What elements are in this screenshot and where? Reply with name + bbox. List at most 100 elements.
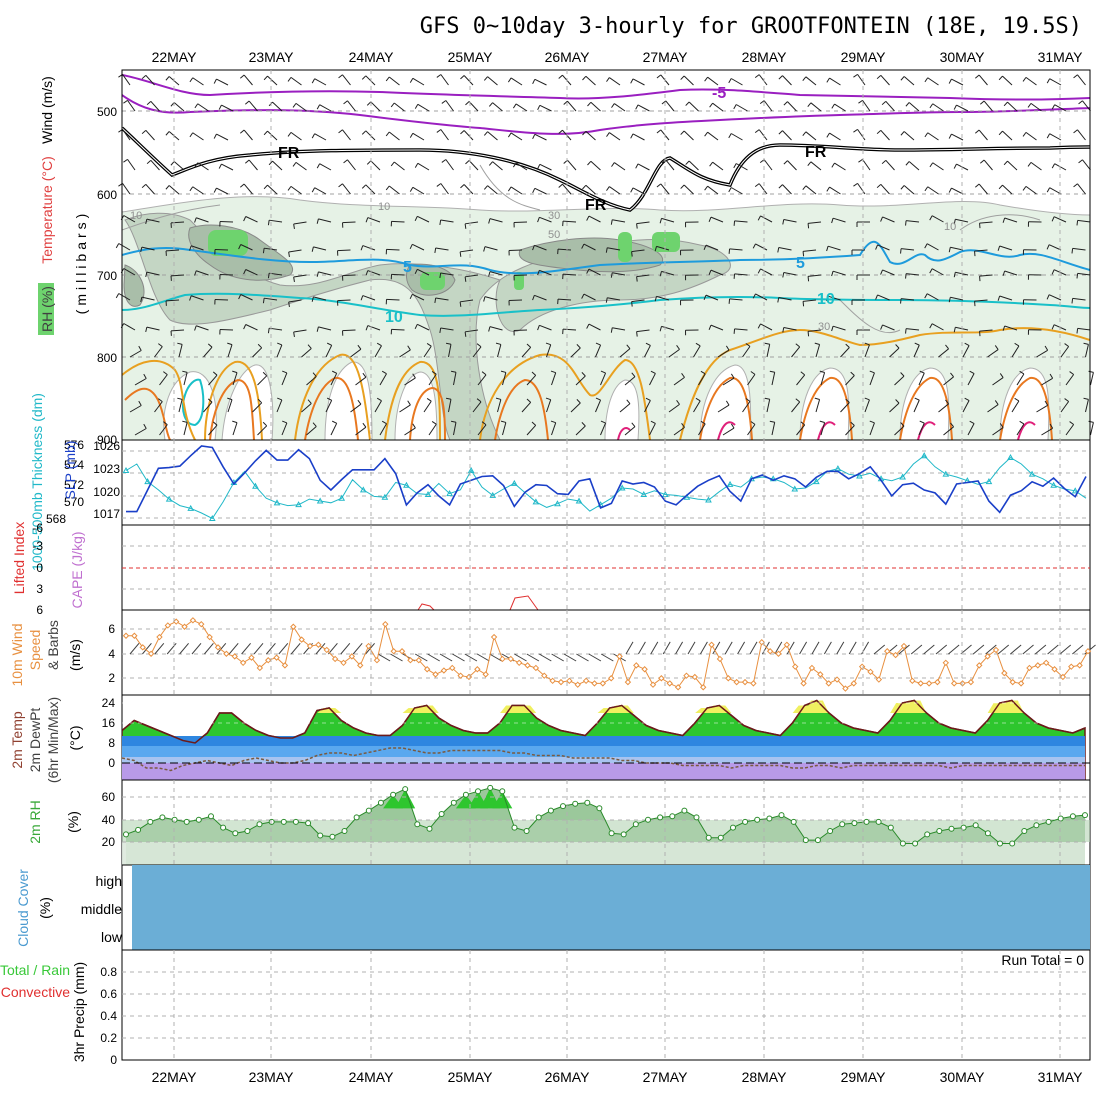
upper-wind-barb-flag xyxy=(636,223,638,229)
wind-speed-point xyxy=(415,657,422,664)
upper-wind-barb xyxy=(1077,74,1086,86)
upper-wind-barb xyxy=(123,215,136,223)
wind-speed-point xyxy=(390,648,397,655)
upper-wind-barb-flag xyxy=(645,342,651,346)
wind-speed-point xyxy=(357,662,364,669)
wind-barb xyxy=(1022,644,1034,655)
wind-speed-point xyxy=(398,648,406,655)
upper-wind-barb-flag xyxy=(586,268,590,274)
rh-point xyxy=(511,824,518,831)
upper-wind-barb xyxy=(803,249,817,252)
upper-wind-barb-flag xyxy=(138,345,142,351)
upper-wind-barb xyxy=(337,249,351,252)
upper-wind-barb xyxy=(983,159,993,171)
wind-speed-point xyxy=(541,672,548,679)
upper-wind-barb-flag xyxy=(464,276,467,282)
upper-wind-barb xyxy=(306,376,317,386)
upper-wind-barb-flag xyxy=(948,247,951,253)
upper-wind-barb-flag xyxy=(464,223,467,229)
upper-wind-barb xyxy=(272,160,283,171)
fr-label: FR xyxy=(585,197,607,214)
wind-speed-point xyxy=(967,678,975,686)
wind-speed-point xyxy=(189,617,197,624)
pressure-tick: 900 xyxy=(97,433,117,447)
upper-wind-barb xyxy=(815,344,821,358)
upper-wind-barb xyxy=(313,246,327,251)
wind-speed-point xyxy=(256,664,264,672)
rh-point xyxy=(123,831,129,838)
upper-wind-barb xyxy=(367,325,381,331)
upper-wind-barb-flag xyxy=(757,323,761,329)
upper-wind-barb xyxy=(123,268,136,276)
upper-wind-barb xyxy=(534,187,547,195)
upper-wind-barb xyxy=(492,102,503,112)
upper-wind-barb xyxy=(370,101,381,112)
wind-speed-point xyxy=(658,675,665,682)
wind-barb xyxy=(179,642,189,655)
wind-speed-point xyxy=(231,653,238,660)
upper-wind-barb xyxy=(417,103,430,112)
temp2m-label-b: 2m DewPt xyxy=(27,708,43,773)
upper-wind-barb xyxy=(820,422,826,436)
upper-wind-barb xyxy=(832,270,846,276)
upper-wind-barb xyxy=(159,424,168,436)
upper-wind-barb xyxy=(208,374,218,386)
rh-point xyxy=(341,828,348,834)
upper-wind-barb xyxy=(636,329,650,333)
lifted-gridlines xyxy=(122,545,1090,590)
rh-point xyxy=(462,791,469,798)
upper-wind-barb-flag xyxy=(385,185,390,191)
upper-wind-barb-flag xyxy=(807,223,810,229)
upper-wind-barb-flag xyxy=(277,397,283,401)
upper-wind-barb xyxy=(782,184,792,195)
rh-label: 30 xyxy=(818,321,830,333)
upper-wind-barb-flag xyxy=(850,421,855,426)
upper-wind-barb-flag xyxy=(307,399,312,404)
upper-wind-barb-flag xyxy=(807,161,812,167)
rh-contour-light xyxy=(122,164,1041,334)
wind-barb xyxy=(241,642,251,655)
temp-band-purple xyxy=(122,763,1085,780)
upper-wind-barb xyxy=(1085,344,1089,358)
wind-speed-point xyxy=(1051,666,1058,673)
wind-barb xyxy=(489,653,502,662)
wind-barb xyxy=(204,642,214,655)
upper-wind-barb-flag xyxy=(831,103,835,109)
upper-wind-barb-flag xyxy=(998,75,1003,81)
upper-wind-barb xyxy=(440,327,454,331)
temp2m-ticks: 24 16 8 0 xyxy=(102,696,116,770)
upper-wind-barb xyxy=(178,344,183,358)
precip-ticks: 0.8 0.6 0.4 0.2 0 xyxy=(100,965,117,1067)
wind-barb xyxy=(786,641,795,655)
upper-wind-barb-flag xyxy=(709,102,714,108)
upper-wind-barb-flag xyxy=(631,301,633,307)
upper-wind-barb xyxy=(141,296,155,301)
wind-speed-point xyxy=(214,644,222,651)
upper-wind-barb-flag xyxy=(610,219,613,225)
upper-wind-barb xyxy=(388,185,400,195)
upper-wind-barb xyxy=(347,159,356,171)
temp-label-minus5: -5 xyxy=(712,85,726,102)
rh-point xyxy=(875,818,882,825)
thickness-point xyxy=(403,481,410,488)
upper-wind-barb-flag xyxy=(483,296,486,302)
upper-wind-barb xyxy=(894,425,905,436)
upper-wind-barb-flag xyxy=(507,132,512,138)
rh2m-tick: 20 xyxy=(102,835,116,849)
upper-wind-barb-flag xyxy=(654,246,657,252)
wind-barb xyxy=(712,641,721,655)
wind-speed-point xyxy=(290,623,297,630)
rh-point xyxy=(839,821,846,828)
upper-wind-barb xyxy=(374,345,382,358)
upper-wind-barb xyxy=(1004,270,1018,276)
upper-wind-barb xyxy=(203,401,213,413)
upper-wind-barb-flag xyxy=(207,398,213,403)
wind-speed-point xyxy=(825,680,832,687)
upper-wind-barb-flag xyxy=(141,74,147,80)
upper-wind-barb xyxy=(295,102,307,112)
upper-wind-barb xyxy=(931,268,944,276)
wind-speed-point xyxy=(867,668,874,676)
upper-wind-barb xyxy=(319,163,332,171)
upper-wind-barb-flag xyxy=(876,129,882,135)
upper-wind-barb-flag xyxy=(439,272,442,278)
